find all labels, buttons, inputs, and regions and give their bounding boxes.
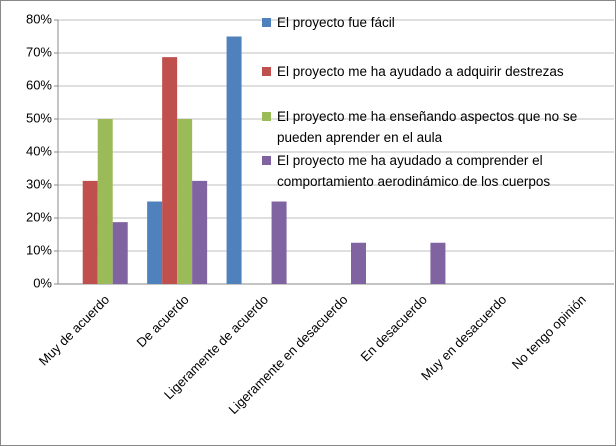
legend-entry: El proyecto me ha ayudado a adquirir des…	[262, 61, 614, 82]
legend-label: El proyecto me ha ayudado a comprender e…	[277, 153, 551, 189]
bar	[112, 222, 128, 284]
legend-label: El proyecto me ha enseñando aspectos que…	[277, 109, 578, 145]
legend-key	[262, 18, 271, 27]
bar	[177, 119, 193, 284]
bar	[351, 242, 366, 284]
y-tick-label: 30%	[26, 176, 52, 191]
y-tick-label: 70%	[26, 44, 52, 59]
y-tick-label: 20%	[26, 209, 52, 224]
y-tick-label: 60%	[26, 77, 52, 92]
y-tick-label: 40%	[26, 143, 52, 158]
legend-label: El proyecto me ha ayudado a adquirir des…	[277, 64, 564, 79]
legend-entry: El proyecto fue fácil	[262, 12, 614, 33]
bar	[82, 180, 98, 284]
y-tick-label: 0%	[33, 275, 52, 290]
y-tick-label: 80%	[26, 11, 52, 26]
y-tick-label: 50%	[26, 110, 52, 125]
legend-key	[262, 112, 271, 121]
legend-entry: El proyecto me ha ayudado a comprender e…	[262, 150, 614, 192]
bar	[97, 119, 113, 284]
legend-label: El proyecto fue fácil	[277, 15, 395, 30]
legend-entry: El proyecto me ha enseñando aspectos que…	[262, 106, 614, 148]
legend-key	[262, 67, 271, 76]
bar	[271, 201, 287, 284]
bar	[430, 242, 446, 284]
bar	[226, 36, 242, 284]
bar	[192, 180, 208, 284]
legend-key	[262, 156, 271, 165]
bar	[147, 201, 163, 284]
y-tick-label: 10%	[26, 242, 52, 257]
bar	[162, 57, 178, 284]
